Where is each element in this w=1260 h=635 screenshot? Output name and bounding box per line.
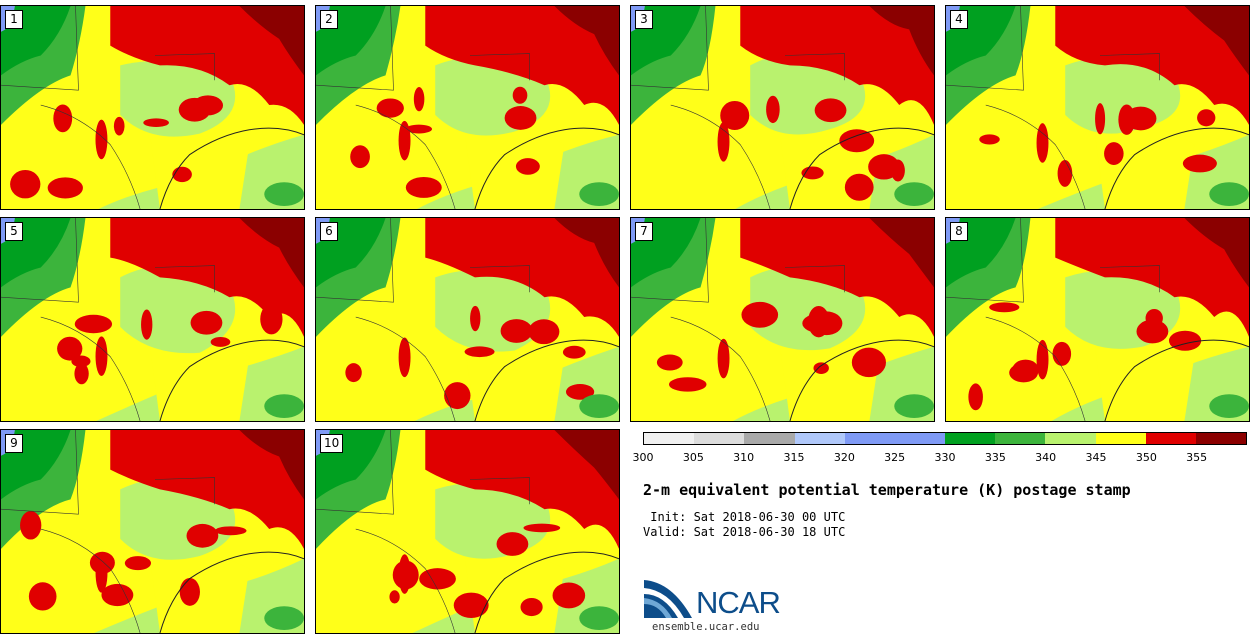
member-number-label: 6 [320,222,338,241]
colorbar [643,432,1247,445]
member-panel: 9 [0,429,305,634]
colorbar-segment [1045,433,1096,444]
colorbar-tick-label: 335 [984,451,1006,464]
colorbar-segment [1095,433,1146,444]
colorbar-tick-label: 330 [934,451,956,464]
colorbar-segment [945,433,996,444]
member-number-label: 4 [950,10,968,29]
member-number-label: 9 [5,434,23,453]
colorbar-segment [794,433,845,444]
init-time: Init: Sat 2018-06-30 00 UTC [643,510,846,524]
colorbar-tick-label: 355 [1186,451,1208,464]
member-number-label: 5 [5,222,23,241]
colorbar-tick-label: 310 [733,451,755,464]
valid-time: Valid: Sat 2018-06-30 18 UTC [643,525,846,539]
colorbar-segment [1145,433,1196,444]
member-number-label: 2 [320,10,338,29]
colorbar-segment [744,433,795,444]
member-number-label: 1 [5,10,23,29]
member-number-label: 10 [320,434,344,453]
ncar-logo-icon [644,580,692,618]
member-panel: 10 [315,429,620,634]
member-number-label: 8 [950,222,968,241]
colorbar-segment [1195,433,1247,444]
member-panel: 4 [945,5,1250,210]
member-number-label: 7 [635,222,653,241]
colorbar-segment [844,433,895,444]
colorbar-segment [644,433,695,444]
ncar-logo-text: NCAR [696,585,781,620]
colorbar-segment [694,433,745,444]
colorbar-tick-label: 315 [783,451,805,464]
colorbar-tick-label: 345 [1085,451,1107,464]
colorbar-segment [995,433,1046,444]
member-panel: 2 [315,5,620,210]
colorbar-segment [894,433,946,444]
member-panel: 3 [630,5,935,210]
logo-url: ensemble.ucar.edu [652,621,760,633]
member-panel: 5 [0,217,305,422]
member-panel: 8 [945,217,1250,422]
colorbar-tick-label: 350 [1135,451,1157,464]
colorbar-tick-label: 320 [833,451,855,464]
colorbar-tick-label: 305 [682,451,704,464]
member-panel: 1 [0,5,305,210]
colorbar-tick-label: 325 [884,451,906,464]
member-panel: 7 [630,217,935,422]
colorbar-tick-label: 300 [632,451,654,464]
member-number-label: 3 [635,10,653,29]
plot-title: 2-m equivalent potential temperature (K)… [643,481,1131,499]
colorbar-tick-label: 340 [1035,451,1057,464]
member-panel: 6 [315,217,620,422]
